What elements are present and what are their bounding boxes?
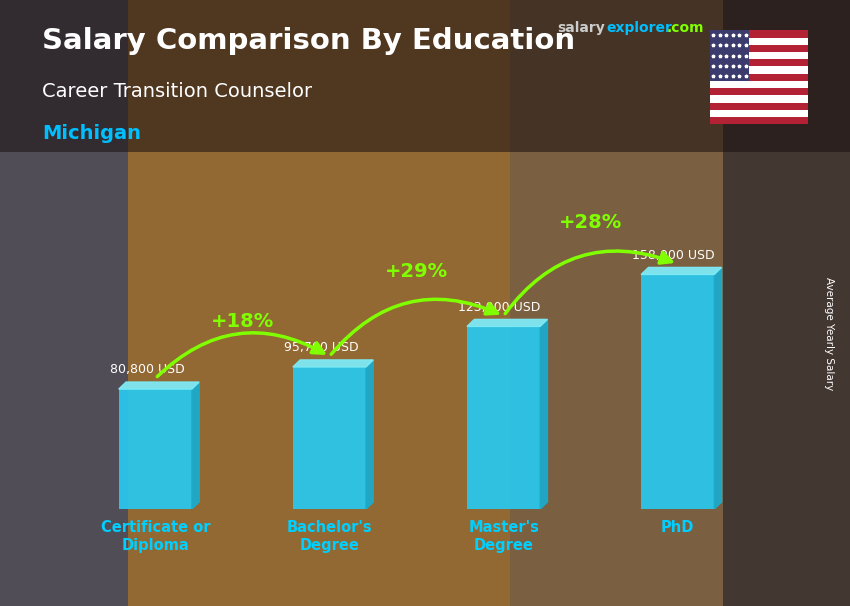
Bar: [0, 0, 850, 152]
Bar: [710, 38, 808, 45]
Bar: [710, 67, 808, 74]
Bar: [710, 45, 808, 52]
Bar: [128, 0, 510, 606]
Text: Salary Comparison By Education: Salary Comparison By Education: [42, 27, 575, 55]
Polygon shape: [467, 319, 547, 327]
Bar: [710, 102, 808, 110]
Text: +18%: +18%: [211, 312, 274, 331]
Polygon shape: [293, 360, 373, 367]
Bar: [119, 389, 192, 509]
Polygon shape: [714, 267, 722, 509]
Text: 95,700 USD: 95,700 USD: [284, 341, 359, 354]
Bar: [467, 327, 540, 509]
Text: salary: salary: [557, 21, 604, 35]
Bar: [641, 275, 714, 509]
Polygon shape: [540, 319, 547, 509]
Bar: [710, 52, 808, 59]
Text: Average Yearly Salary: Average Yearly Salary: [824, 277, 834, 390]
Polygon shape: [192, 382, 199, 509]
Polygon shape: [119, 382, 199, 389]
Polygon shape: [366, 360, 373, 509]
Bar: [710, 74, 808, 81]
Bar: [710, 30, 808, 38]
Bar: [293, 367, 366, 509]
Text: +29%: +29%: [385, 262, 448, 281]
Text: .com: .com: [666, 21, 704, 35]
Bar: [710, 30, 749, 81]
Text: explorer: explorer: [606, 21, 672, 35]
Bar: [710, 88, 808, 95]
Text: 123,000 USD: 123,000 USD: [458, 301, 541, 313]
Bar: [710, 110, 808, 117]
Bar: [510, 0, 722, 606]
Polygon shape: [641, 267, 722, 275]
Text: 80,800 USD: 80,800 USD: [110, 363, 184, 376]
Bar: [722, 0, 850, 606]
Text: Michigan: Michigan: [42, 124, 141, 143]
Bar: [710, 117, 808, 124]
Text: +28%: +28%: [559, 213, 622, 232]
Bar: [710, 81, 808, 88]
Text: 158,000 USD: 158,000 USD: [632, 248, 715, 262]
Bar: [0, 0, 128, 606]
Bar: [710, 59, 808, 67]
Text: Career Transition Counselor: Career Transition Counselor: [42, 82, 313, 101]
Bar: [710, 95, 808, 102]
